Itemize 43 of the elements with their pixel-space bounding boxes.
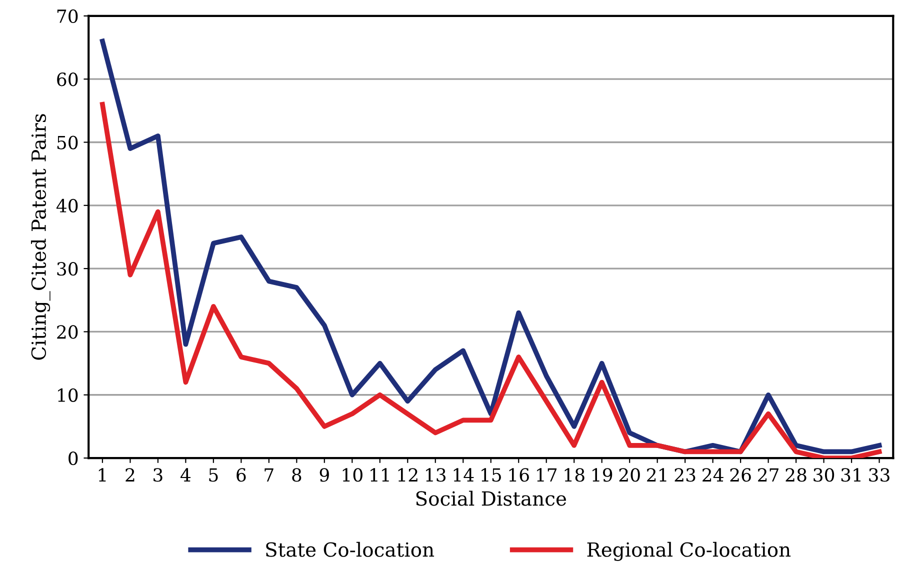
y-tick-label: 10: [58, 388, 78, 402]
x-tick-label: 15: [482, 468, 501, 482]
x-tick-label: 17: [537, 468, 557, 482]
x-tick-label: 12: [398, 468, 418, 482]
x-tick-label: 5: [209, 468, 218, 482]
x-tick-label: 33: [869, 468, 890, 482]
x-tick-label: 6: [236, 468, 246, 482]
x-tick-label: 28: [786, 468, 806, 482]
x-tick-label: 30: [814, 468, 834, 482]
x-axis-title: Social Distance: [416, 490, 566, 506]
x-tick-label: 9: [320, 468, 329, 482]
x-tick-label: 4: [180, 468, 191, 482]
x-tick-label: 2: [126, 468, 134, 482]
x-tick-label: 26: [730, 468, 751, 482]
legend-label: State Co-location: [266, 542, 434, 557]
x-tick-label: 10: [342, 468, 362, 482]
x-tick-label: 23: [674, 468, 696, 482]
x-tick-label: 20: [619, 468, 640, 482]
x-tick-label: 1: [98, 468, 106, 482]
x-tick-label: 11: [370, 468, 389, 482]
x-tick-label: 19: [592, 468, 612, 482]
x-tick-label: 21: [647, 468, 666, 482]
x-tick-label: 14: [454, 468, 474, 482]
y-tick-label: 70: [57, 9, 78, 24]
x-tick-label: 31: [841, 468, 860, 482]
legend-label: Regional Co-location: [587, 542, 791, 561]
x-tick-label: 27: [758, 468, 778, 482]
y-tick-label: 50: [57, 136, 78, 150]
line-series: [100, 102, 882, 458]
x-tick-label: 7: [264, 468, 274, 482]
x-tick-label: 16: [509, 468, 529, 482]
x-tick-label: 3: [154, 468, 162, 482]
x-tick-label: 18: [564, 468, 584, 482]
y-tick-label: 30: [57, 262, 78, 276]
y-tick-label: 0: [68, 452, 78, 466]
line-series: [100, 38, 882, 454]
y-axis-title: Citing_Cited Patent Pairs: [30, 114, 50, 360]
x-tick-label: 13: [426, 468, 446, 482]
y-tick-label: 40: [56, 198, 78, 213]
x-tick-label: 8: [292, 468, 302, 482]
x-tick-label: 24: [702, 468, 724, 482]
y-tick-label: 20: [57, 325, 78, 339]
y-tick-label: 60: [57, 72, 78, 86]
